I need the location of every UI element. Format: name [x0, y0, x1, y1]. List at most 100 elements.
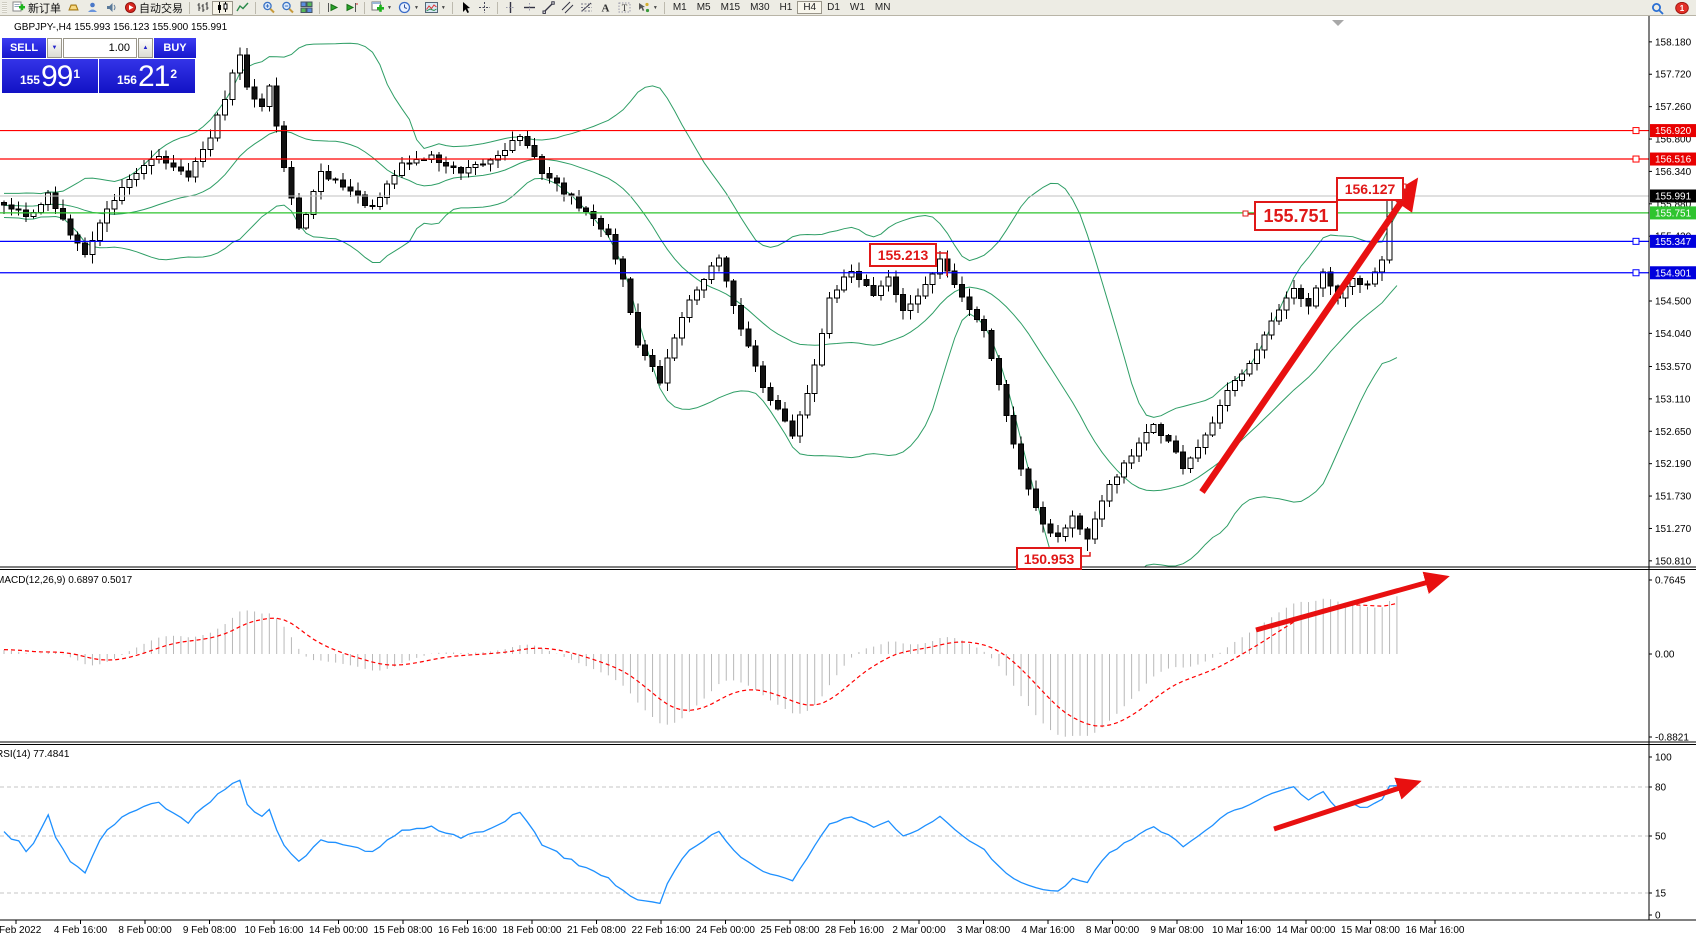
price-badge-label: 156.516	[1655, 155, 1692, 166]
tile-windows-icon	[300, 1, 313, 14]
macd-histogram	[3, 596, 1398, 737]
indicators-icon	[424, 1, 438, 14]
market-button[interactable]	[64, 1, 83, 15]
hline-button[interactable]	[520, 1, 539, 15]
annotation-marker[interactable]	[1242, 210, 1249, 217]
price-badge-label: 155.991	[1655, 192, 1692, 203]
price-tick-label: 156.800	[1655, 135, 1692, 146]
bollinger-upper	[3, 42, 1398, 418]
auto-scroll-icon	[326, 1, 339, 14]
rsi-label: RSI(14) 77.4841	[0, 749, 70, 760]
chart-title: GBPJPY-,H4 155.993 156.123 155.900 155.9…	[14, 22, 228, 33]
bar-chart-button[interactable]	[193, 1, 212, 15]
crosshair-button[interactable]	[475, 1, 494, 15]
buy-price-tile[interactable]: 156 21 2	[99, 59, 195, 93]
community-button[interactable]	[83, 1, 102, 15]
trend-arrow-1[interactable]	[1199, 177, 1419, 494]
sell-button[interactable]: SELL	[2, 38, 46, 58]
timeframe-m30-button[interactable]: M30	[750, 2, 770, 13]
timeframe-d1-button[interactable]: D1	[827, 2, 840, 13]
fibonacci-button[interactable]	[577, 1, 596, 15]
cursor-button[interactable]	[456, 1, 475, 15]
channel-button[interactable]	[558, 1, 577, 15]
notification-icon: 1	[1675, 1, 1689, 15]
timeframe-h1-button[interactable]: H1	[779, 2, 793, 13]
timeframe-mn-button[interactable]: MN	[874, 2, 891, 13]
price-annotation-156.127[interactable]: 156.127	[1336, 177, 1404, 201]
volume-input[interactable]: 1.00	[63, 38, 137, 58]
timeframe-w1-button[interactable]: W1	[849, 2, 865, 13]
timeframe-m5-button[interactable]: M5	[696, 2, 711, 13]
volume-increase-button[interactable]: ▲	[138, 38, 153, 58]
price-annotation-150.953[interactable]: 150.953	[1016, 547, 1082, 570]
buy-price-sup: 2	[170, 67, 178, 81]
buy-button[interactable]: BUY	[154, 38, 196, 58]
toolbar-separator	[189, 1, 190, 14]
price-badge-154.901	[1650, 266, 1696, 280]
hline-marker[interactable]	[1632, 127, 1640, 135]
timeframe-m1-button[interactable]: M1	[672, 2, 687, 13]
search-button[interactable]	[1648, 1, 1667, 15]
main-toolbar: 新订单 自动交易 ▼ ▼ ▼ A T ▼ M1 M5 M15 M30 H1 H4 D1 W1 MN 1	[0, 0, 1696, 16]
time-tick-label: 28 Feb 16:00	[825, 925, 884, 933]
new-order-button[interactable]: 新订单	[9, 1, 64, 15]
macd-axis-label: 0.7645	[1655, 576, 1686, 587]
tile-windows-button[interactable]	[297, 1, 316, 15]
price-tick-label: 155.880	[1655, 199, 1692, 210]
chart-canvas[interactable]: 158.180 157.720 157.260 156.800 156.340 155.8…	[0, 16, 1696, 933]
label-button[interactable]: T	[615, 1, 634, 15]
line-chart-button[interactable]	[233, 1, 252, 15]
auto-scroll-button[interactable]	[323, 1, 342, 15]
toolbar-separator	[451, 1, 453, 14]
hline-marker[interactable]	[1632, 269, 1640, 277]
sell-price-tile[interactable]: 155 99 1	[2, 59, 98, 93]
trend-arrow-2[interactable]	[1255, 571, 1450, 633]
price-badge-156.920	[1650, 124, 1696, 138]
time-tick-label: 9 Feb 08:00	[183, 925, 237, 933]
timeframe-h4-button[interactable]: H4	[797, 1, 823, 14]
price-annotation-155.751[interactable]: 155.751	[1254, 201, 1338, 231]
trendline-button[interactable]	[539, 1, 558, 15]
price-tick-label: 152.190	[1655, 459, 1692, 470]
indicators-button[interactable]: ▼	[422, 1, 449, 15]
vline-button[interactable]	[501, 1, 520, 15]
periods-button[interactable]: ▼	[395, 1, 422, 15]
zoom-out-button[interactable]	[278, 1, 297, 15]
speaker-icon	[105, 1, 118, 14]
macd-signal-line	[3, 602, 1398, 727]
new-chart-button[interactable]: ▼	[368, 1, 395, 15]
zoom-in-button[interactable]	[259, 1, 278, 15]
volume-decrease-button[interactable]: ▼	[47, 38, 62, 58]
price-axis[interactable]: 158.180 157.720 157.260 156.800 156.340 155.8…	[1649, 37, 1696, 922]
trend-arrow-3[interactable]	[1273, 777, 1422, 832]
time-axis[interactable]: 3 Feb 2022 4 Feb 16:00 8 Feb 00:00 9 Feb 08…	[0, 920, 1465, 933]
autotrading-button[interactable]: 自动交易	[121, 1, 186, 15]
timeframe-m15-button[interactable]: M15	[720, 2, 741, 13]
notifications-button[interactable]: 1	[1672, 1, 1692, 15]
text-button[interactable]: A	[596, 1, 615, 15]
time-tick-label: 14 Mar 00:00	[1277, 925, 1336, 933]
new-order-icon	[12, 1, 26, 14]
hline-marker[interactable]	[1632, 237, 1640, 245]
toolbar-grip[interactable]	[2, 2, 7, 13]
rsi-pane	[0, 779, 1649, 905]
chart-objects[interactable]	[0, 127, 1649, 832]
rsi-axis-label: 80	[1655, 783, 1667, 794]
signals-button[interactable]	[102, 1, 121, 15]
time-tick-label: 22 Feb 16:00	[632, 925, 691, 933]
shapes-button[interactable]: ▼	[634, 1, 661, 15]
toolbar-separator	[663, 1, 665, 14]
time-tick-label: 15 Mar 08:00	[1341, 925, 1400, 933]
chart-shift-button[interactable]	[342, 1, 361, 15]
price-tick-label: 158.180	[1655, 37, 1692, 48]
price-annotation-155.213[interactable]: 155.213	[869, 243, 937, 267]
hline-marker[interactable]	[1632, 155, 1640, 163]
chart-window[interactable]: 158.180 157.720 157.260 156.800 156.340 155.8…	[0, 16, 1696, 933]
candlestick-chart-button[interactable]	[212, 0, 233, 15]
chart-shift-marker	[1332, 20, 1344, 26]
price-badge-label: 155.751	[1655, 208, 1692, 219]
annotation-connector	[933, 252, 948, 276]
sell-price-big: 99	[40, 60, 73, 93]
person-icon	[86, 1, 99, 14]
price-badge-155.347	[1650, 234, 1696, 248]
